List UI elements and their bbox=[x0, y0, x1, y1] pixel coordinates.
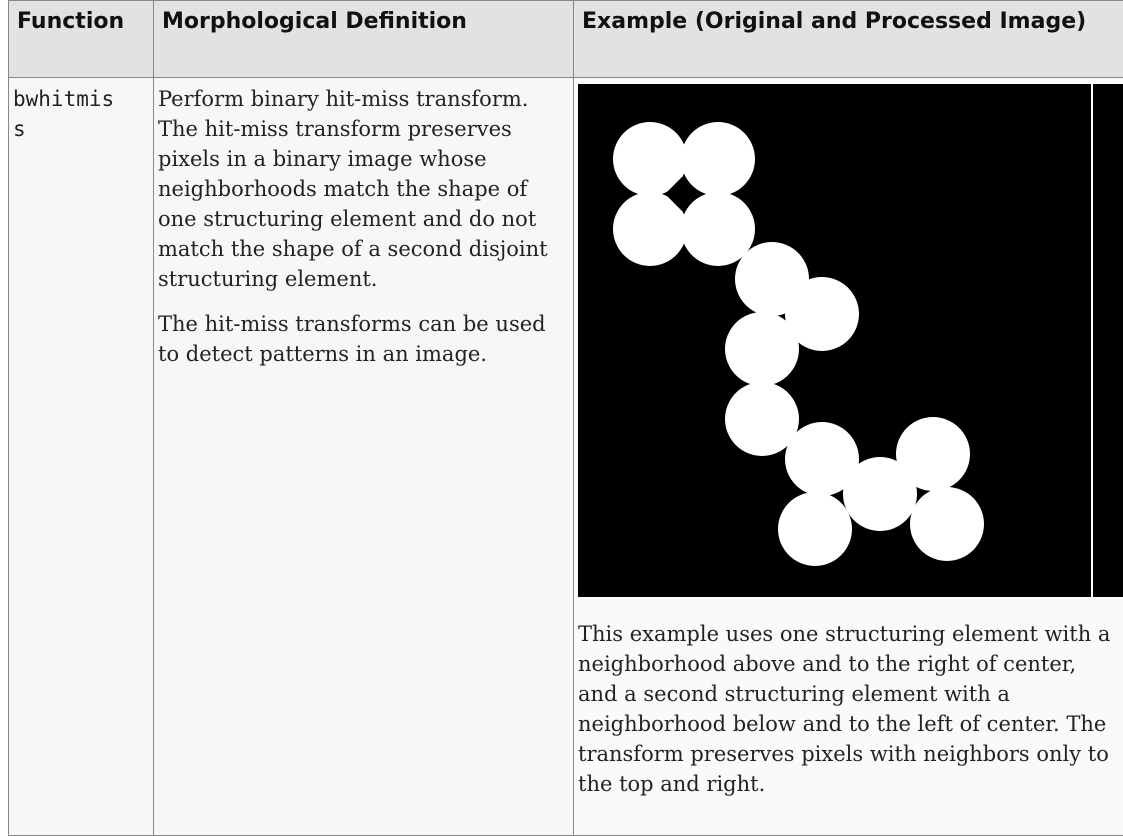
header-cell: Morphological Definition bbox=[153, 0, 574, 78]
example-caption: This example uses one structuring elemen… bbox=[578, 622, 1111, 796]
definition-text: Perform binary hit-miss transform. The h… bbox=[158, 87, 548, 291]
example-image bbox=[578, 84, 1123, 597]
header-cell: Function bbox=[8, 0, 154, 78]
function-name: bwhitmiss bbox=[8, 77, 154, 836]
header-cell: Example (Original and Processed Image) bbox=[573, 0, 1123, 78]
definition-text: The hit-miss transforms can be used to d… bbox=[158, 312, 546, 366]
body-row: bwhitmiss Perform binary hit-miss transf… bbox=[8, 77, 1123, 836]
header-row: Function Morphological Definition Exampl… bbox=[8, 0, 1123, 78]
function-table: Function Morphological Definition Exampl… bbox=[8, 0, 1123, 836]
example-cell: This example uses one structuring elemen… bbox=[573, 77, 1123, 836]
definition-cell: Perform binary hit-miss transform. The h… bbox=[153, 77, 574, 836]
